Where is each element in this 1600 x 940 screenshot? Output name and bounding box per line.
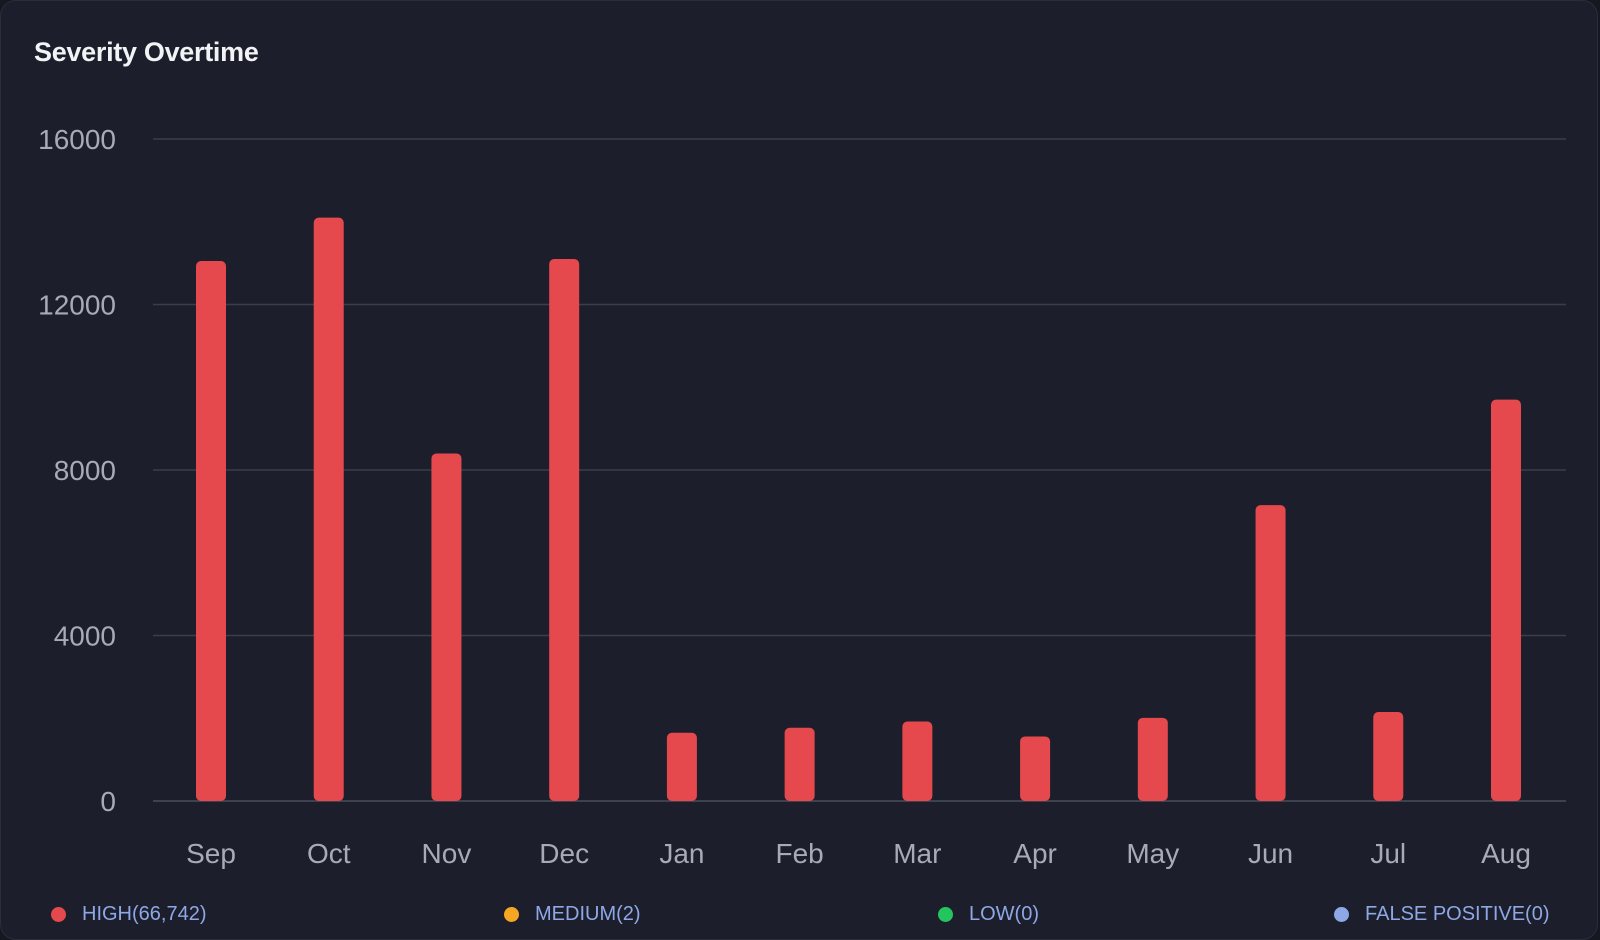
x-tick-label-jan: Jan (659, 838, 704, 869)
bar-mar[interactable] (902, 721, 933, 801)
x-tick-label-feb: Feb (776, 838, 824, 869)
x-tick-label-nov: Nov (422, 838, 472, 869)
legend-label-high: HIGH(66,742) (82, 903, 207, 925)
bar-nov[interactable] (431, 453, 462, 801)
legend-item-false-positive[interactable]: FALSE POSITIVE(0) (1334, 903, 1550, 926)
x-tick-label-may: May (1126, 838, 1179, 869)
y-tick-label: 0 (100, 786, 116, 817)
bar-may[interactable] (1137, 717, 1168, 801)
y-tick-label: 16000 (38, 124, 116, 155)
bar-jul[interactable] (1373, 712, 1404, 801)
legend-dot-medium (504, 907, 519, 922)
x-tick-label-aug: Aug (1481, 838, 1531, 869)
x-tick-label-jun: Jun (1248, 838, 1293, 869)
gridlines (153, 138, 1566, 802)
bar-jun[interactable] (1255, 505, 1286, 801)
bar-oct[interactable] (313, 217, 344, 802)
legend-item-high[interactable]: HIGH(66,742) (51, 903, 207, 926)
x-tick-label-dec: Dec (539, 838, 589, 869)
y-tick-label: 8000 (54, 455, 116, 486)
chart-title: Severity Overtime (34, 37, 259, 67)
y-axis-ticks: 0 4000 8000 12000 16000 (38, 124, 116, 817)
bar-sep[interactable] (196, 261, 226, 801)
legend-dot-low (938, 907, 953, 922)
y-tick-label: 4000 (54, 621, 116, 652)
x-axis-ticks: Sep Oct Nov Dec Jan Feb Mar Apr May Jun Jul Aug (186, 838, 1531, 869)
legend-dot-false-positive (1334, 907, 1349, 922)
legend-item-low[interactable]: LOW(0) (938, 903, 1039, 926)
x-tick-label-apr: Apr (1013, 838, 1057, 869)
x-tick-label-mar: Mar (893, 838, 941, 869)
bar-apr[interactable] (1020, 736, 1051, 801)
legend-item-medium[interactable]: MEDIUM(2) (504, 903, 641, 926)
bars (196, 217, 1521, 802)
x-tick-label-jul: Jul (1370, 838, 1406, 869)
legend-dot-high (51, 907, 66, 922)
bar-jan[interactable] (666, 732, 697, 801)
x-tick-label-sep: Sep (186, 838, 236, 869)
bar-aug[interactable] (1491, 399, 1521, 801)
legend-label-medium: MEDIUM(2) (535, 903, 641, 925)
legend-label-false-positive: FALSE POSITIVE(0) (1365, 903, 1550, 925)
y-tick-label: 12000 (38, 290, 116, 321)
legend-label-low: LOW(0) (969, 903, 1039, 925)
bar-feb[interactable] (784, 727, 815, 801)
x-tick-label-oct: Oct (307, 838, 351, 869)
bar-dec[interactable] (549, 258, 580, 801)
